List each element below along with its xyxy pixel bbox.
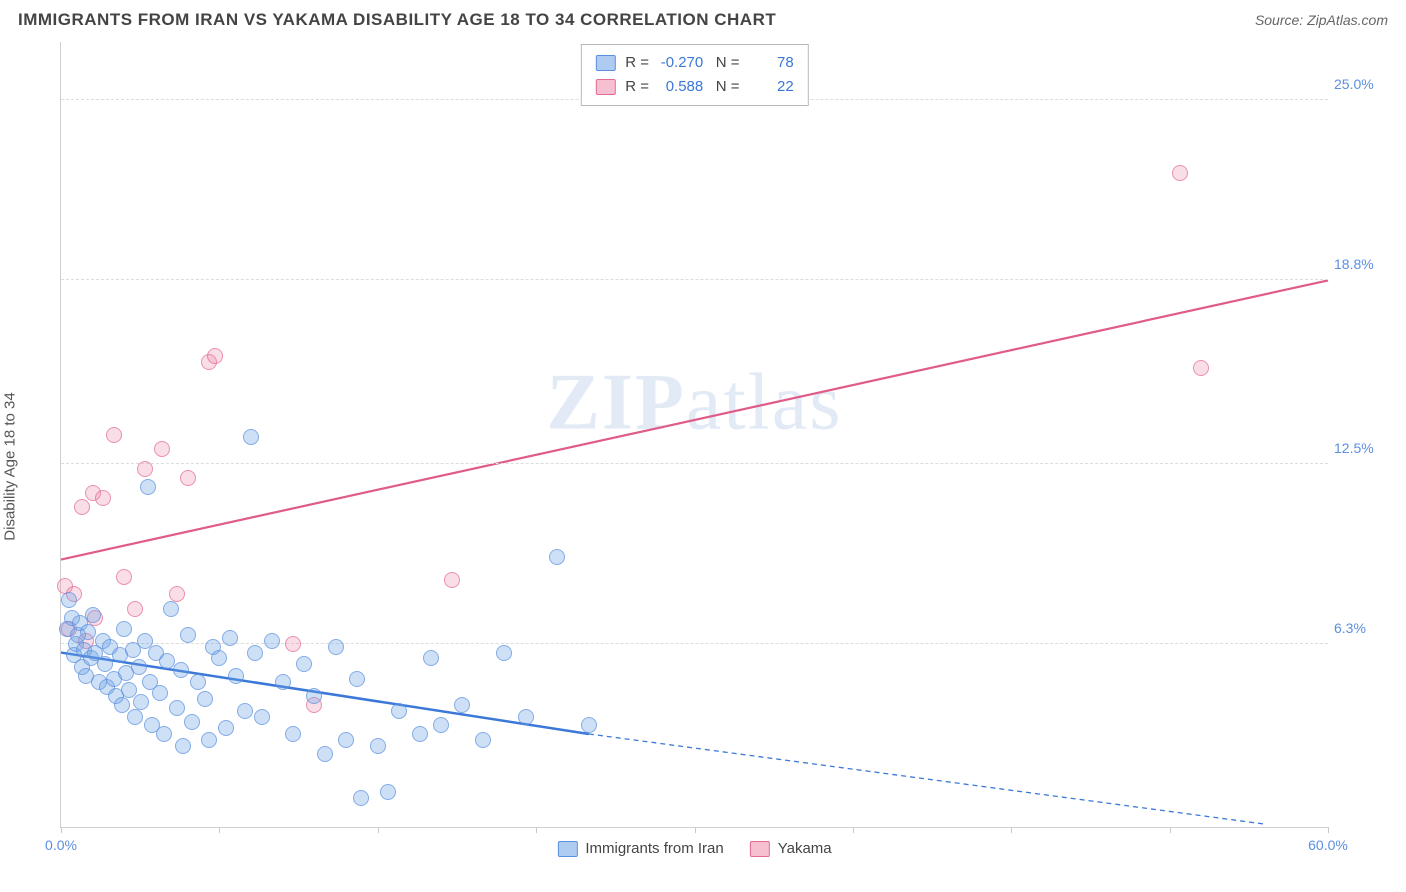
data-point-blue <box>581 717 597 733</box>
x-tick <box>1011 827 1012 833</box>
data-point-blue <box>190 674 206 690</box>
data-point-blue <box>275 674 291 690</box>
legend-swatch-blue-icon <box>557 841 577 857</box>
legend-swatch-pink <box>595 79 615 95</box>
data-point-blue <box>328 639 344 655</box>
data-point-blue <box>197 691 213 707</box>
data-point-blue <box>156 726 172 742</box>
chart-container: Disability Age 18 to 34 ZIPatlas R = -0.… <box>18 42 1392 874</box>
x-tick <box>695 827 696 833</box>
data-point-blue <box>228 668 244 684</box>
data-point-blue <box>475 732 491 748</box>
data-point-blue <box>175 738 191 754</box>
data-point-blue <box>169 700 185 716</box>
x-axis-max-label: 60.0% <box>1308 837 1348 853</box>
data-point-blue <box>116 621 132 637</box>
x-tick <box>219 827 220 833</box>
data-point-blue <box>80 624 96 640</box>
data-point-blue <box>140 479 156 495</box>
x-tick <box>378 827 379 833</box>
data-point-blue <box>159 653 175 669</box>
data-point-blue <box>423 650 439 666</box>
data-point-blue <box>380 784 396 800</box>
data-point-pink <box>207 348 223 364</box>
data-point-blue <box>353 790 369 806</box>
chart-title: IMMIGRANTS FROM IRAN VS YAKAMA DISABILIT… <box>18 10 776 30</box>
x-tick <box>61 827 62 833</box>
data-point-pink <box>154 441 170 457</box>
y-tick-label: 18.8% <box>1334 256 1386 272</box>
data-point-blue <box>317 746 333 762</box>
x-axis-min-label: 0.0% <box>45 837 77 853</box>
data-point-blue <box>254 709 270 725</box>
data-point-blue <box>131 659 147 675</box>
data-point-pink <box>116 569 132 585</box>
data-point-blue <box>211 650 227 666</box>
plot-area: ZIPatlas R = -0.270 N = 78 R = 0.588 N =… <box>60 42 1328 828</box>
grid-line <box>61 279 1328 280</box>
data-point-blue <box>180 627 196 643</box>
data-point-pink <box>106 427 122 443</box>
data-point-blue <box>433 717 449 733</box>
correlation-legend: R = -0.270 N = 78 R = 0.588 N = 22 <box>580 44 808 106</box>
data-point-blue <box>518 709 534 725</box>
y-axis-label: Disability Age 18 to 34 <box>2 392 19 540</box>
data-point-blue <box>201 732 217 748</box>
data-point-blue <box>247 645 263 661</box>
data-point-blue <box>173 662 189 678</box>
data-point-blue <box>61 592 77 608</box>
grid-line <box>61 463 1328 464</box>
y-tick-label: 25.0% <box>1334 76 1386 92</box>
data-point-blue <box>285 726 301 742</box>
data-point-blue <box>264 633 280 649</box>
data-point-blue <box>163 601 179 617</box>
data-point-blue <box>133 694 149 710</box>
data-point-pink <box>1172 165 1188 181</box>
legend-label-pink: Yakama <box>778 840 832 857</box>
x-tick <box>1328 827 1329 833</box>
data-point-pink <box>95 490 111 506</box>
data-point-blue <box>222 630 238 646</box>
y-tick-label: 6.3% <box>1334 620 1386 636</box>
data-point-blue <box>218 720 234 736</box>
data-point-pink <box>285 636 301 652</box>
data-point-blue <box>306 688 322 704</box>
data-point-blue <box>549 549 565 565</box>
data-point-blue <box>97 656 113 672</box>
data-point-blue <box>184 714 200 730</box>
data-point-blue <box>370 738 386 754</box>
data-point-blue <box>454 697 470 713</box>
data-point-pink <box>444 572 460 588</box>
data-point-blue <box>349 671 365 687</box>
data-point-pink <box>74 499 90 515</box>
data-point-blue <box>496 645 512 661</box>
data-point-blue <box>296 656 312 672</box>
data-point-blue <box>412 726 428 742</box>
data-point-blue <box>152 685 168 701</box>
source-attribution: Source: ZipAtlas.com <box>1255 12 1388 28</box>
x-tick <box>1170 827 1171 833</box>
y-tick-label: 12.5% <box>1334 440 1386 456</box>
data-point-blue <box>127 709 143 725</box>
data-point-pink <box>127 601 143 617</box>
data-point-blue <box>85 607 101 623</box>
grid-line <box>61 643 1328 644</box>
x-tick <box>853 827 854 833</box>
x-tick <box>536 827 537 833</box>
data-point-blue <box>243 429 259 445</box>
data-point-pink <box>180 470 196 486</box>
data-point-pink <box>137 461 153 477</box>
legend-label-blue: Immigrants from Iran <box>585 840 723 857</box>
legend-swatch-pink-icon <box>750 841 770 857</box>
data-point-blue <box>338 732 354 748</box>
data-point-blue <box>237 703 253 719</box>
series-legend: Immigrants from Iran Yakama <box>557 840 831 857</box>
data-point-blue <box>391 703 407 719</box>
legend-swatch-blue <box>595 55 615 71</box>
data-point-pink <box>1193 360 1209 376</box>
